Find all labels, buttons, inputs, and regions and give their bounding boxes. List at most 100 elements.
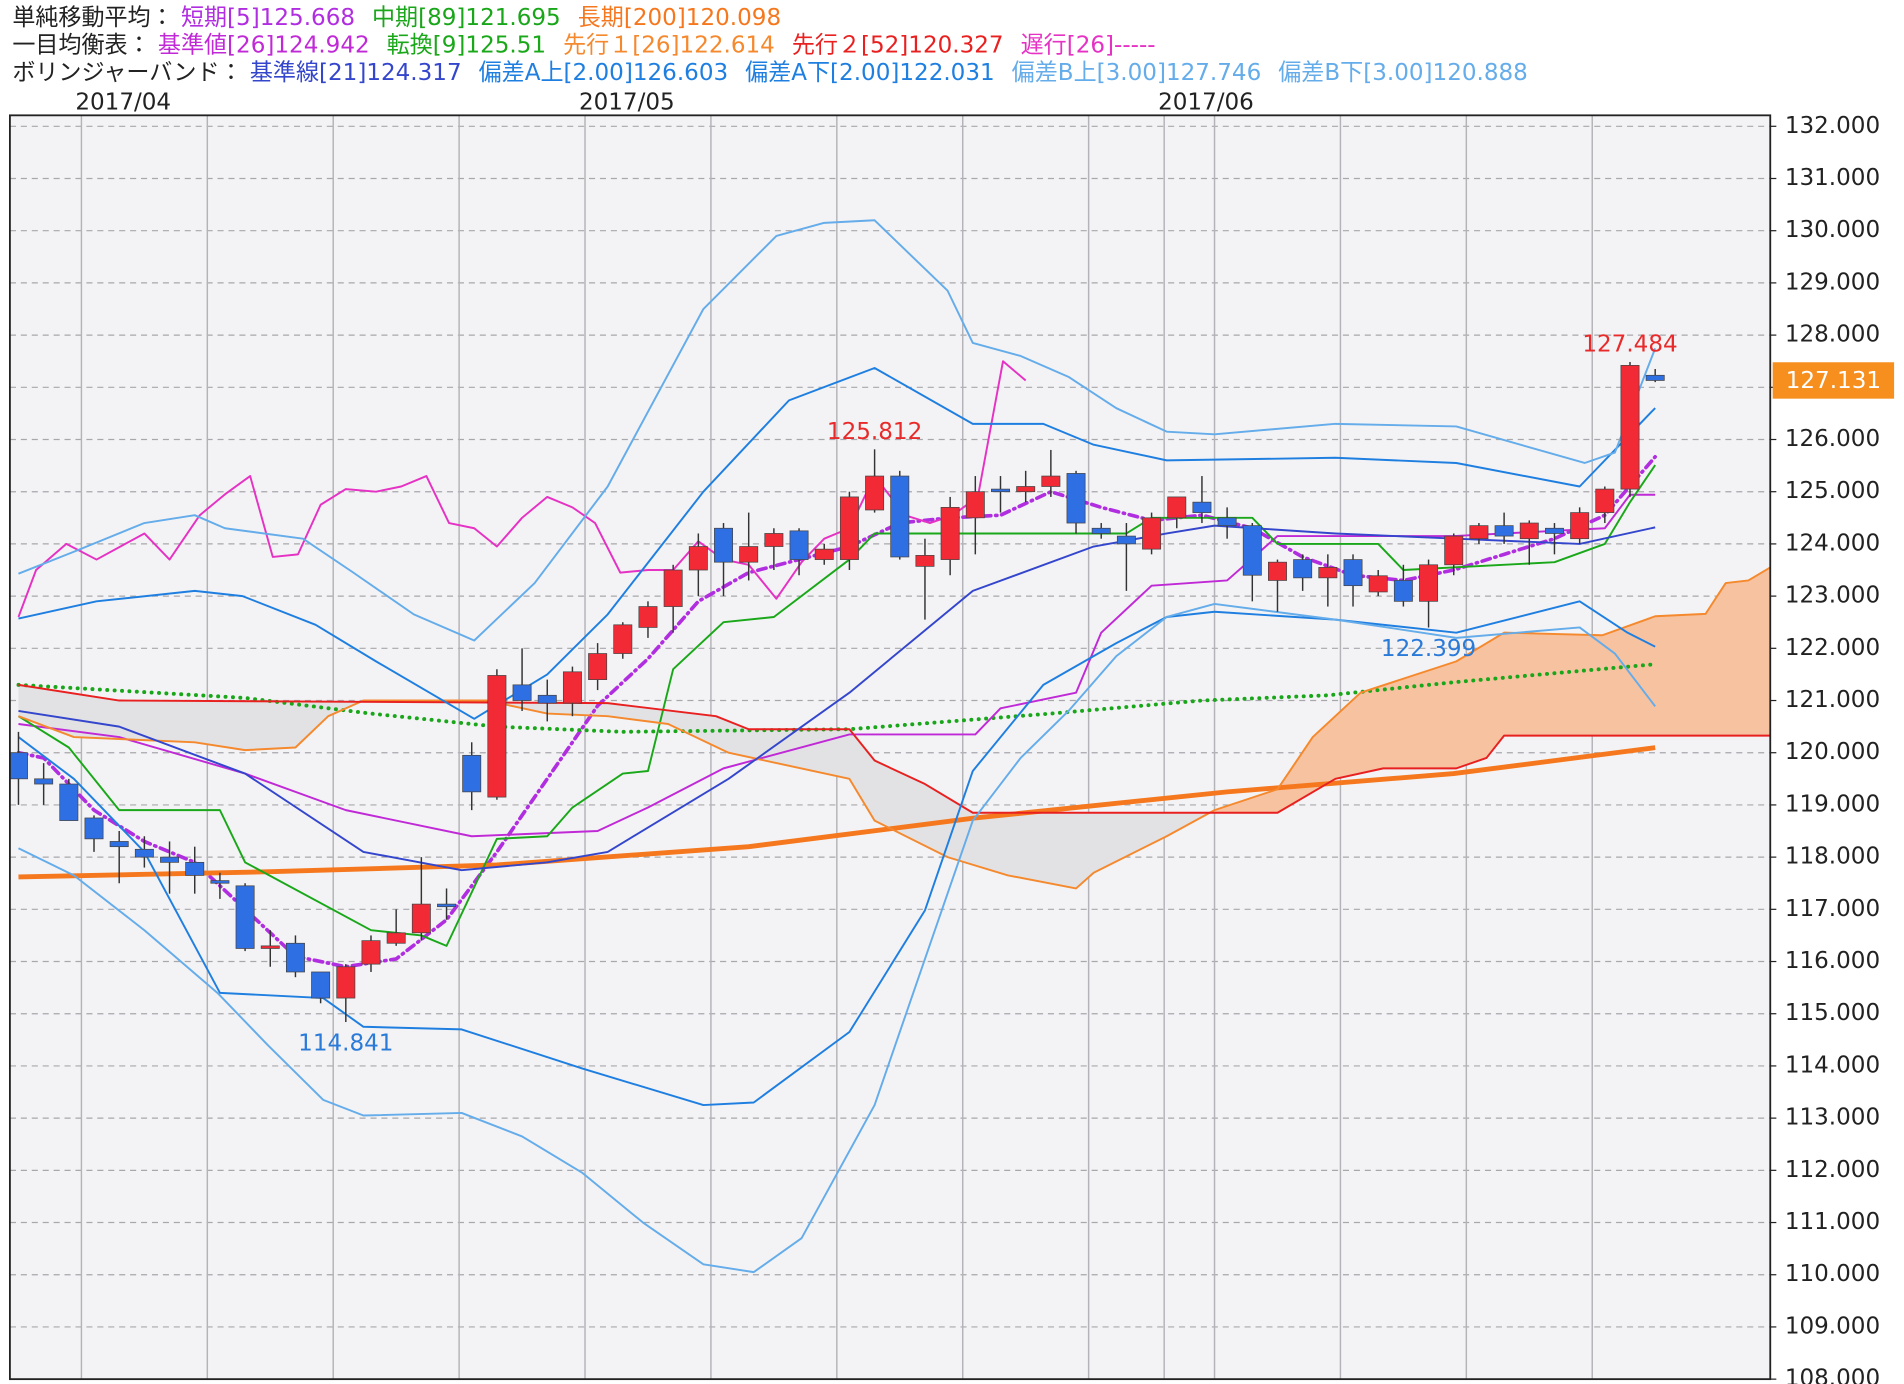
candle-body bbox=[1645, 374, 1665, 381]
indicator-line bbox=[17, 464, 1656, 947]
legend-value: 121.695 bbox=[465, 5, 560, 31]
candle-body bbox=[1544, 527, 1564, 534]
y-tick-label: 118.000 bbox=[1785, 844, 1880, 870]
cloud-fill bbox=[496, 702, 1211, 889]
candle-body bbox=[336, 966, 356, 999]
candle-body bbox=[512, 684, 532, 701]
candle-body bbox=[1570, 512, 1590, 540]
legend-value: 124.317 bbox=[366, 59, 461, 85]
legend-value: 127.746 bbox=[1166, 59, 1261, 85]
y-tick-label: 120.000 bbox=[1785, 739, 1880, 765]
candle-body bbox=[965, 491, 985, 519]
candles bbox=[9, 362, 1665, 1023]
y-tick-label: 132.000 bbox=[1785, 113, 1880, 139]
x-tick-label: 2017/04 bbox=[75, 90, 171, 116]
candle-body bbox=[361, 940, 381, 965]
y-tick-label: 126.000 bbox=[1785, 426, 1880, 452]
candle-body bbox=[1268, 561, 1287, 581]
legend-value: 120.888 bbox=[1433, 59, 1528, 85]
candle-body bbox=[462, 754, 482, 793]
y-tick-label: 130.000 bbox=[1785, 217, 1880, 243]
indicator-line bbox=[17, 360, 1027, 618]
candle-body bbox=[134, 848, 154, 858]
y-tick-label: 110.000 bbox=[1785, 1261, 1880, 1287]
indicator-line bbox=[18, 602, 1656, 1274]
candle-body bbox=[1620, 365, 1640, 490]
legend-name: 基準値[26] bbox=[158, 32, 274, 58]
legend-value: 120.327 bbox=[908, 32, 1003, 58]
legend-row: 単純移動平均： 短期[5]125.668 中期[89]121.695 長期[200]1… bbox=[12, 5, 781, 31]
candle-body bbox=[1293, 559, 1313, 579]
candle-body bbox=[588, 653, 608, 681]
extreme-label: 122.399 bbox=[1381, 636, 1476, 662]
candle-body bbox=[1444, 535, 1464, 566]
legend-group-label: ボリンジャーバンド： bbox=[12, 59, 242, 85]
candle-body bbox=[1494, 525, 1514, 537]
legend-name: 短期[5] bbox=[181, 5, 260, 31]
y-tick-label: 113.000 bbox=[1785, 1105, 1880, 1131]
candle-body bbox=[1217, 517, 1237, 527]
indicator-line bbox=[18, 683, 1771, 814]
candle-body bbox=[839, 496, 859, 560]
candle-body bbox=[9, 752, 28, 780]
price-badge bbox=[1772, 362, 1895, 399]
candle-body bbox=[386, 932, 406, 944]
x-axis: 2017/04 2017/05 2017/06 bbox=[75, 90, 1254, 116]
candle-body bbox=[1368, 575, 1388, 593]
y-tick-label: 119.000 bbox=[1785, 791, 1880, 817]
candle-body bbox=[437, 903, 457, 908]
candle-body bbox=[1242, 525, 1262, 576]
y-tick-label: 111.000 bbox=[1785, 1209, 1880, 1235]
candle-body bbox=[1167, 496, 1187, 519]
y-tick-label: 122.000 bbox=[1785, 635, 1880, 661]
candle-body bbox=[59, 783, 79, 821]
y-axis: 108.000 109.000 110.000 111.000 112.000 113.0… bbox=[1770, 113, 1895, 1384]
candle-body bbox=[311, 971, 331, 999]
legend-name: 先行１[26] bbox=[563, 32, 679, 58]
legend-group-label: 単純移動平均： bbox=[12, 5, 173, 31]
candle-body bbox=[739, 546, 759, 563]
candle-body bbox=[1116, 535, 1136, 545]
y-tick-label: 116.000 bbox=[1785, 948, 1880, 974]
candle-body bbox=[84, 817, 104, 840]
candle-body bbox=[1142, 517, 1162, 550]
candle-body bbox=[487, 675, 507, 798]
legend-name: 偏差A下[2.00] bbox=[745, 59, 899, 85]
candle-body bbox=[1318, 567, 1338, 579]
legend-name: 偏差B上[3.00] bbox=[1012, 59, 1166, 85]
candle-body bbox=[1519, 522, 1539, 540]
candle-body bbox=[814, 548, 834, 560]
candle-body bbox=[663, 569, 683, 607]
legend-row: 一目均衡表： 基準値[26]124.942 転換[9]125.51 先行１[26]12… bbox=[12, 32, 1155, 58]
plot: 125.812 114.841 122.399 127.484 bbox=[9, 115, 1771, 1380]
legend-name: 偏差B下[3.00] bbox=[1278, 59, 1432, 85]
legend-value: 124.942 bbox=[274, 32, 369, 58]
candle-body bbox=[865, 475, 885, 511]
legend: 単純移動平均： 短期[5]125.668 中期[89]121.695 長期[200]1… bbox=[12, 5, 1528, 86]
legend-name: 中期[89] bbox=[372, 5, 465, 31]
indicator-line bbox=[16, 662, 1658, 734]
x-tick-label: 2017/06 bbox=[1158, 90, 1254, 116]
grid bbox=[9, 115, 1771, 1380]
candle-body bbox=[1393, 580, 1413, 602]
legend-name: 先行２[52] bbox=[792, 32, 908, 58]
indicator-line bbox=[18, 745, 1656, 880]
price-badge-label: 127.131 bbox=[1786, 368, 1881, 394]
candle-body bbox=[260, 945, 280, 949]
indicator-line bbox=[18, 566, 1771, 890]
candle-body bbox=[688, 546, 708, 571]
candle-body bbox=[714, 527, 733, 563]
candle-body bbox=[789, 530, 809, 560]
y-tick-label: 123.000 bbox=[1785, 583, 1880, 609]
cloud-fill bbox=[1210, 567, 1770, 813]
y-tick-label: 108.000 bbox=[1785, 1366, 1880, 1384]
candle-body bbox=[1192, 501, 1212, 513]
legend-name: 転換[9] bbox=[387, 32, 466, 58]
x-tick-label: 2017/05 bbox=[579, 90, 675, 116]
candle-body bbox=[940, 507, 960, 560]
candle-body bbox=[1016, 486, 1036, 493]
candle-body bbox=[537, 694, 557, 704]
candle-body bbox=[160, 856, 180, 863]
